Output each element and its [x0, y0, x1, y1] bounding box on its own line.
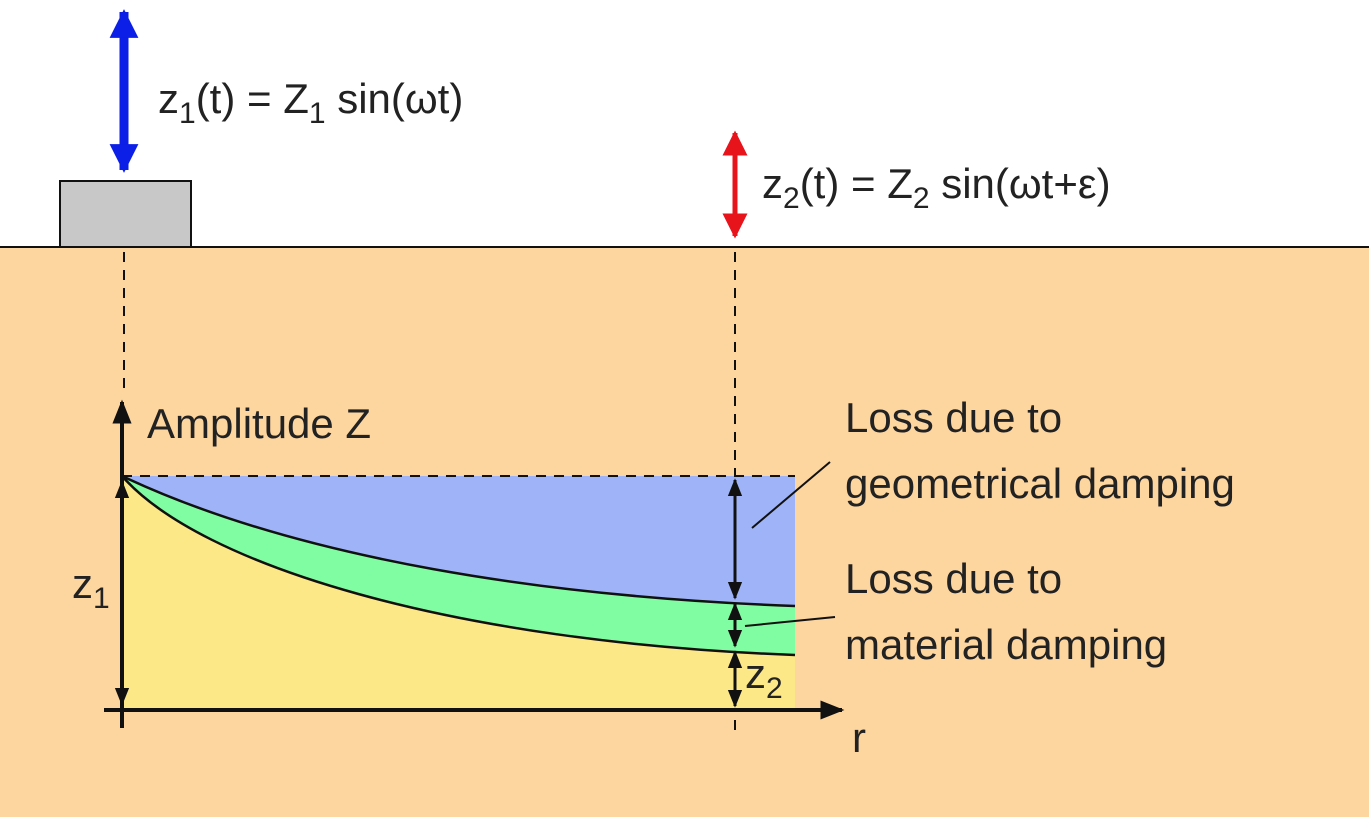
subscript: 2: [766, 672, 783, 705]
annotation-line: Loss due to: [845, 394, 1062, 441]
amplitude-area: [122, 476, 795, 710]
annotation-line: Loss due to: [845, 555, 1062, 602]
subscript: 2: [783, 182, 800, 215]
subscript: 1: [93, 582, 110, 615]
text: (t) = Z: [196, 75, 309, 122]
curve: [121, 475, 796, 657]
text: z: [158, 75, 179, 122]
subscript: 2: [913, 182, 930, 215]
text: z: [72, 560, 93, 607]
annotation-line: material damping: [845, 621, 1167, 668]
x-axis-label: r: [852, 714, 866, 761]
z2-label: z2: [745, 650, 783, 705]
subscript: 1: [179, 97, 196, 130]
text: sin(ωt+ε): [930, 160, 1111, 207]
z1-label: z1: [72, 560, 110, 615]
text: z: [745, 650, 766, 697]
source-equation: z1(t) = Z1 sin(ωt): [158, 75, 463, 130]
receiver-equation: z2(t) = Z2 sin(ωt+ε): [762, 160, 1111, 215]
subscript: 1: [309, 97, 326, 130]
text: sin(ωt): [326, 75, 464, 122]
text: z: [762, 160, 783, 207]
leader-line: [751, 461, 831, 529]
annotation-line: geometrical damping: [845, 460, 1235, 507]
y-axis-label: Amplitude Z: [147, 400, 371, 447]
text: (t) = Z: [800, 160, 913, 207]
curve: [121, 474, 796, 608]
leader-line: [744, 616, 836, 627]
foundation-block: [59, 180, 192, 248]
